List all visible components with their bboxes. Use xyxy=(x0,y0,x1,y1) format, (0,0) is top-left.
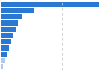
Bar xyxy=(1,2,99,7)
Bar xyxy=(1,33,13,38)
Bar xyxy=(1,39,11,44)
Bar xyxy=(1,58,5,63)
Bar xyxy=(1,64,3,69)
Bar xyxy=(1,8,34,13)
Bar xyxy=(1,14,22,19)
Bar xyxy=(1,45,9,51)
Bar xyxy=(1,52,7,57)
Bar xyxy=(1,27,16,32)
Bar xyxy=(1,20,18,26)
